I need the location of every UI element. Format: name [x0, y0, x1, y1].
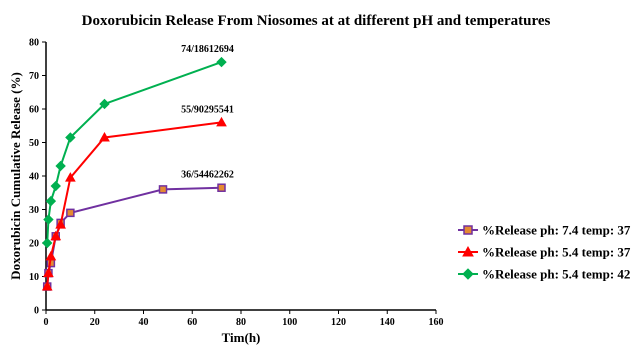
x-tick-label: 120	[331, 317, 346, 328]
data-point	[66, 208, 75, 218]
data-label: 36/54462262	[181, 170, 234, 181]
data-point	[55, 160, 66, 172]
data-point	[217, 183, 226, 192]
data-point	[50, 230, 62, 241]
data-point	[65, 132, 76, 143]
y-tick-label: 50	[29, 138, 39, 149]
y-tick-label: 10	[29, 272, 39, 283]
data-point	[43, 214, 54, 225]
data-point	[99, 98, 110, 110]
data-point	[45, 195, 57, 207]
data-point	[99, 131, 110, 142]
series-1	[42, 183, 226, 291]
data-label: 55/90295541	[181, 104, 234, 115]
x-tick-label: 20	[90, 317, 100, 328]
series-2	[41, 116, 227, 291]
legend-marker	[463, 225, 473, 235]
chart-title: Doxorubicin Release From Niosomes at at …	[82, 13, 551, 29]
data-point	[43, 267, 54, 278]
x-tick-label: 40	[139, 317, 149, 328]
y-tick-label: 80	[29, 38, 39, 49]
x-tick-label: 160	[429, 317, 444, 328]
data-point	[45, 250, 57, 261]
y-axis-title: Doxorubicin Cumulative Release (%)	[8, 72, 23, 280]
data-point	[41, 281, 53, 291]
data-label: 74/18612694	[181, 44, 234, 55]
series-line	[46, 186, 222, 287]
x-tick-label: 100	[282, 317, 297, 328]
legend-marker	[462, 268, 474, 280]
legend-label: %Release ph: 5.4 temp: 37	[482, 245, 631, 260]
data-point	[216, 56, 227, 68]
y-tick-label: 0	[34, 306, 39, 317]
data-point	[55, 219, 66, 229]
series-line	[46, 121, 222, 287]
legend-label: %Release ph: 5.4 temp: 42	[482, 267, 630, 282]
legend-item: %Release ph: 5.4 temp: 42	[458, 267, 630, 282]
legend-item: %Release ph: 5.4 temp: 37	[458, 245, 631, 260]
series-3	[42, 56, 227, 249]
x-axis-title: Tim(h)	[222, 330, 261, 345]
data-point	[50, 180, 61, 192]
data-point	[42, 237, 53, 249]
legend: %Release ph: 7.4 temp: 37 %Release ph: 5.…	[458, 223, 631, 282]
x-tick-label: 140	[380, 317, 395, 328]
data-point	[216, 116, 227, 127]
data-point	[158, 185, 168, 194]
y-tick-label: 60	[29, 105, 39, 116]
x-tick-label: 80	[236, 317, 246, 328]
y-tick-label: 30	[29, 205, 39, 216]
legend-marker	[462, 245, 474, 257]
legend-item: %Release ph: 7.4 temp: 37	[458, 223, 631, 238]
x-tick-label: 0	[44, 317, 49, 328]
axes: 0 10 20 30 40 50 60 70 80 0 20 40 60 80 100 120 140 160	[29, 38, 444, 329]
legend-label: %Release ph: 7.4 temp: 37	[482, 223, 631, 238]
y-tick-label: 20	[29, 239, 39, 250]
plot-area	[41, 56, 227, 291]
y-tick-label: 70	[29, 71, 39, 82]
y-tick-label: 40	[29, 172, 39, 183]
x-tick-label: 60	[187, 317, 197, 328]
annotations: 74/18612694 55/90295541 36/54462262	[181, 44, 234, 181]
data-point	[65, 172, 76, 182]
